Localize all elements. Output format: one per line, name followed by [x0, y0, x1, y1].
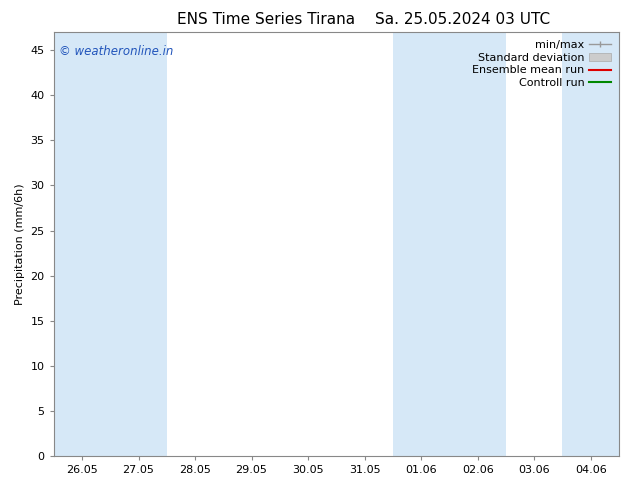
Text: Sa. 25.05.2024 03 UTC: Sa. 25.05.2024 03 UTC: [375, 12, 550, 27]
Bar: [54, 32, 110, 456]
Bar: [562, 32, 619, 456]
Bar: [393, 32, 450, 456]
Legend: min/max, Standard deviation, Ensemble mean run, Controll run: min/max, Standard deviation, Ensemble me…: [470, 38, 614, 91]
Text: © weatheronline.in: © weatheronline.in: [60, 45, 174, 58]
Bar: [450, 32, 506, 456]
Y-axis label: Precipitation (mm/6h): Precipitation (mm/6h): [15, 183, 25, 305]
Bar: [110, 32, 167, 456]
Text: ENS Time Series Tirana: ENS Time Series Tirana: [178, 12, 355, 27]
